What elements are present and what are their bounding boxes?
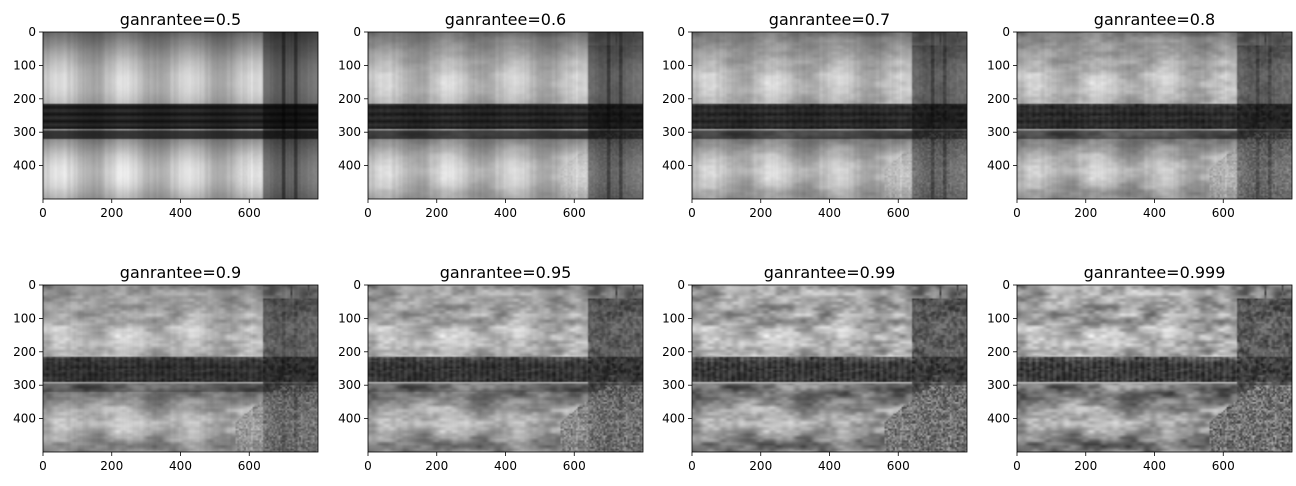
- y-tick-label: 400: [987, 412, 1010, 426]
- x-tick-label: 0: [364, 206, 372, 220]
- y-tick-label: 300: [987, 125, 1010, 139]
- y-tick-label: 0: [1002, 278, 1010, 292]
- y-tick-label: 300: [13, 125, 36, 139]
- y-tick-label: 300: [987, 378, 1010, 392]
- subplot-title: ganrantee=0.6: [445, 10, 566, 29]
- y-tick-label: 100: [987, 58, 1010, 72]
- y-tick-label: 200: [662, 345, 685, 359]
- x-tick-label: 200: [100, 206, 123, 220]
- reconstructed-image: [368, 285, 643, 452]
- x-tick-label: 400: [818, 459, 841, 473]
- y-tick-label: 300: [662, 125, 685, 139]
- x-tick-label: 200: [425, 206, 448, 220]
- y-tick-label: 200: [338, 345, 361, 359]
- y-tick-label: 400: [13, 412, 36, 426]
- x-tick-label: 200: [749, 459, 772, 473]
- reconstructed-image: [1017, 32, 1292, 199]
- x-tick-label: 600: [563, 459, 586, 473]
- reconstructed-image: [43, 285, 318, 452]
- y-tick-label: 300: [338, 378, 361, 392]
- subplot-5: ganrantee=0.95 0 200 400 600 0 100 200 300 400: [338, 263, 644, 473]
- x-tick-label: 0: [688, 206, 696, 220]
- x-tick-label: 200: [425, 459, 448, 473]
- subplot-title: ganrantee=0.9: [120, 263, 241, 282]
- subplot-7: ganrantee=0.999 0 200 400 600 0 100 200 300 400: [987, 263, 1293, 473]
- x-tick-label: 200: [1074, 206, 1097, 220]
- y-tick-label: 400: [338, 412, 361, 426]
- subplot-title: ganrantee=0.7: [769, 10, 890, 29]
- y-tick-label: 300: [338, 125, 361, 139]
- y-tick-label: 200: [987, 92, 1010, 106]
- x-tick-label: 600: [238, 206, 261, 220]
- y-tick-label: 300: [13, 378, 36, 392]
- x-tick-label: 0: [1013, 206, 1021, 220]
- reconstructed-image: [368, 32, 643, 199]
- y-tick-label: 100: [662, 311, 685, 325]
- y-tick-label: 0: [353, 278, 361, 292]
- subplot-0: ganrantee=0.5 0 200 400 600 0 100 200 300 400: [13, 10, 319, 220]
- x-tick-label: 200: [100, 459, 123, 473]
- subplot-title: ganrantee=0.5: [120, 10, 241, 29]
- y-tick-label: 0: [677, 25, 685, 39]
- y-tick-label: 300: [662, 378, 685, 392]
- subplot-6: ganrantee=0.99 0 200 400 600 0 100 200 300 400: [662, 263, 968, 473]
- x-tick-label: 400: [494, 459, 517, 473]
- subplot-title: ganrantee=0.999: [1084, 263, 1226, 282]
- x-tick-label: 400: [494, 206, 517, 220]
- y-tick-label: 0: [1002, 25, 1010, 39]
- y-tick-label: 200: [13, 92, 36, 106]
- x-tick-label: 200: [749, 206, 772, 220]
- subplot-title: ganrantee=0.8: [1094, 10, 1215, 29]
- x-tick-label: 600: [887, 459, 910, 473]
- y-tick-label: 400: [987, 159, 1010, 173]
- x-tick-label: 600: [238, 459, 261, 473]
- subplot-2: ganrantee=0.7 0 200 400 600 0 100 200 300 400: [662, 10, 968, 220]
- x-tick-label: 0: [39, 459, 47, 473]
- y-tick-label: 200: [987, 345, 1010, 359]
- y-tick-label: 0: [28, 25, 36, 39]
- subplot-3: ganrantee=0.8 0 200 400 600 0 100 200 300 400: [987, 10, 1293, 220]
- x-tick-label: 0: [364, 459, 372, 473]
- subplot-title: ganrantee=0.95: [440, 263, 572, 282]
- reconstructed-image: [43, 32, 318, 199]
- x-tick-label: 0: [1013, 459, 1021, 473]
- x-tick-label: 0: [688, 459, 696, 473]
- y-tick-label: 400: [662, 159, 685, 173]
- subplot-1: ganrantee=0.6 0 200 400 600 0 100 200 300 400: [338, 10, 644, 220]
- x-tick-label: 600: [1212, 459, 1235, 473]
- y-tick-label: 100: [338, 58, 361, 72]
- subplot-title: ganrantee=0.99: [764, 263, 896, 282]
- y-tick-label: 200: [662, 92, 685, 106]
- x-tick-label: 400: [1143, 206, 1166, 220]
- y-tick-label: 100: [13, 311, 36, 325]
- reconstructed-image: [692, 285, 967, 452]
- y-tick-label: 100: [987, 311, 1010, 325]
- y-tick-label: 400: [338, 159, 361, 173]
- reconstructed-image: [692, 32, 967, 199]
- x-tick-label: 400: [169, 206, 192, 220]
- x-tick-label: 400: [169, 459, 192, 473]
- x-tick-label: 600: [887, 206, 910, 220]
- y-tick-label: 100: [338, 311, 361, 325]
- x-tick-label: 400: [818, 206, 841, 220]
- y-tick-label: 400: [662, 412, 685, 426]
- x-tick-label: 600: [1212, 206, 1235, 220]
- subplot-4: ganrantee=0.9 0 200 400 600 0 100 200 300 400: [13, 263, 319, 473]
- y-tick-label: 100: [662, 58, 685, 72]
- y-tick-label: 100: [13, 58, 36, 72]
- y-tick-label: 0: [353, 25, 361, 39]
- x-tick-label: 600: [563, 206, 586, 220]
- x-tick-label: 0: [39, 206, 47, 220]
- y-tick-label: 0: [677, 278, 685, 292]
- x-tick-label: 400: [1143, 459, 1166, 473]
- y-tick-label: 200: [13, 345, 36, 359]
- reconstructed-image: [1017, 285, 1292, 452]
- y-tick-label: 0: [28, 278, 36, 292]
- x-tick-label: 200: [1074, 459, 1097, 473]
- y-tick-label: 400: [13, 159, 36, 173]
- y-tick-label: 200: [338, 92, 361, 106]
